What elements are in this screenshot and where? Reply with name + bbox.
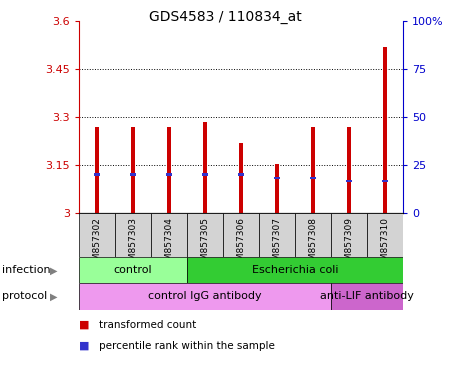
- Bar: [94, 127, 99, 213]
- Text: GSM857302: GSM857302: [92, 217, 101, 271]
- Bar: [130, 127, 135, 213]
- Bar: [274, 177, 280, 179]
- Bar: [94, 174, 100, 176]
- Text: ■: ■: [79, 320, 89, 330]
- Bar: [115, 213, 151, 257]
- Text: Escherichia coli: Escherichia coli: [252, 265, 338, 275]
- Bar: [346, 127, 351, 213]
- Bar: [238, 174, 244, 176]
- Bar: [331, 283, 403, 310]
- Bar: [259, 213, 295, 257]
- Bar: [166, 127, 171, 213]
- Text: protocol: protocol: [2, 291, 48, 301]
- Text: ▶: ▶: [50, 265, 58, 275]
- Bar: [79, 257, 187, 283]
- Text: GSM857304: GSM857304: [164, 217, 173, 271]
- Text: ▶: ▶: [50, 291, 58, 301]
- Text: GSM857310: GSM857310: [380, 217, 389, 271]
- Text: ■: ■: [79, 341, 89, 351]
- Text: GSM857307: GSM857307: [272, 217, 281, 271]
- Text: transformed count: transformed count: [99, 320, 196, 330]
- Bar: [367, 213, 403, 257]
- Bar: [274, 164, 279, 213]
- Bar: [187, 213, 223, 257]
- Bar: [310, 127, 315, 213]
- Text: GSM857308: GSM857308: [308, 217, 317, 271]
- Text: GSM857303: GSM857303: [128, 217, 137, 271]
- Text: control: control: [113, 265, 152, 275]
- Bar: [331, 213, 367, 257]
- Text: anti-LIF antibody: anti-LIF antibody: [320, 291, 414, 301]
- Bar: [202, 174, 208, 176]
- Bar: [346, 180, 352, 182]
- Bar: [382, 180, 388, 182]
- Bar: [238, 143, 243, 213]
- Bar: [151, 213, 187, 257]
- Bar: [187, 257, 403, 283]
- Text: GSM857306: GSM857306: [236, 217, 245, 271]
- Text: infection: infection: [2, 265, 51, 275]
- Bar: [166, 174, 172, 176]
- Bar: [310, 177, 316, 179]
- Text: percentile rank within the sample: percentile rank within the sample: [99, 341, 275, 351]
- Text: GDS4583 / 110834_at: GDS4583 / 110834_at: [148, 10, 302, 23]
- Text: GSM857309: GSM857309: [344, 217, 353, 271]
- Bar: [202, 122, 207, 213]
- Bar: [223, 213, 259, 257]
- Bar: [382, 47, 387, 213]
- Text: GSM857305: GSM857305: [200, 217, 209, 271]
- Bar: [130, 174, 136, 176]
- Bar: [79, 283, 331, 310]
- Bar: [79, 213, 115, 257]
- Text: control IgG antibody: control IgG antibody: [148, 291, 261, 301]
- Bar: [295, 213, 331, 257]
